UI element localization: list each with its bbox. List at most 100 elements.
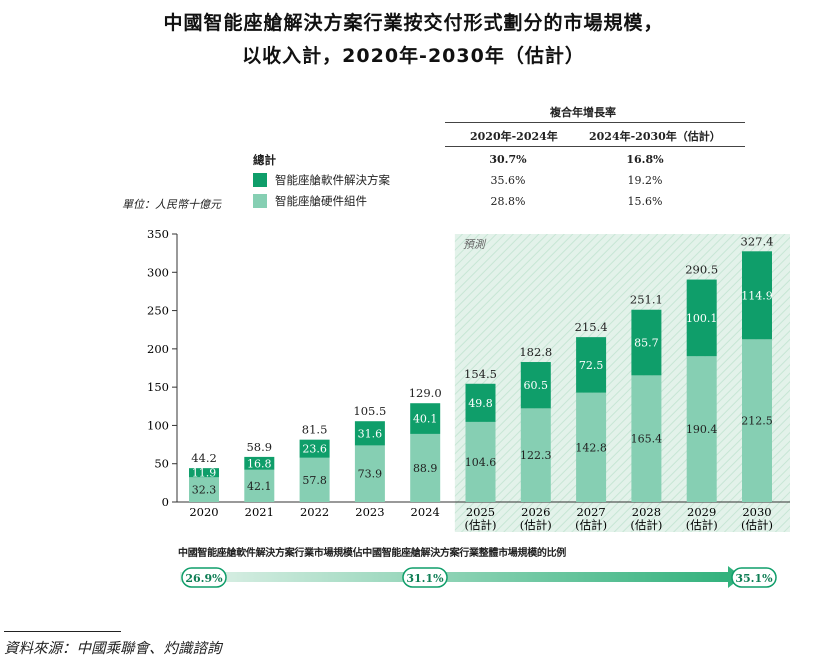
bar-software: [631, 309, 662, 376]
bar-hardware: [520, 408, 551, 502]
label-total-value: 182.8: [519, 345, 552, 359]
chart-title-line2: 以收入計，2020年-2030年（估計）: [242, 45, 585, 67]
bar-hardware: [189, 477, 219, 502]
legend-software-swatch: [253, 173, 267, 187]
x-tick-label: 2028: [632, 505, 661, 519]
label-total-value: 290.5: [685, 263, 718, 277]
share-pill-value: 26.9%: [185, 572, 223, 585]
label-hardware-value: 57.8: [302, 474, 327, 487]
label-software-value: 40.1: [413, 413, 438, 426]
x-tick-label: (估計): [520, 518, 552, 532]
x-tick-label: 2027: [576, 505, 605, 519]
y-tick-label: 250: [147, 304, 169, 318]
cagr-hardware-v2: 15.6%: [627, 195, 663, 208]
y-tick-label: 100: [147, 418, 169, 432]
label-total-value: 251.1: [630, 293, 663, 307]
label-hardware-value: 190.4: [686, 423, 718, 436]
cagr-software-v1: 35.6%: [490, 174, 526, 187]
label-hardware-value: 88.9: [413, 462, 438, 475]
label-hardware-value: 212.5: [741, 415, 773, 428]
label-total-value: 44.2: [191, 451, 217, 465]
label-total-value: 105.5: [353, 404, 386, 418]
label-software-value: 31.6: [358, 427, 383, 440]
share-pill: [731, 567, 777, 588]
label-software-value: 100.1: [686, 312, 718, 325]
label-total-value: 327.4: [741, 234, 774, 248]
bar-software: [686, 279, 717, 357]
x-tick-label: 2025: [466, 505, 495, 519]
bar-hardware: [299, 457, 330, 502]
bar-software: [520, 362, 551, 409]
cagr-rule-bottom: [445, 146, 745, 147]
label-software-value: 114.9: [741, 289, 773, 302]
bar-hardware: [244, 469, 275, 502]
x-tick-label: 2023: [355, 505, 384, 519]
bar-software: [354, 421, 385, 446]
bar-hardware: [686, 356, 717, 502]
legend-software: 智能座艙軟件解決方案: [253, 172, 390, 188]
label-total-value: 81.5: [302, 423, 328, 437]
cagr-rule-top: [445, 122, 745, 123]
legend-total: 總計: [253, 152, 276, 168]
cagr-col2-header: 2024年-2030年（估計）: [589, 130, 721, 143]
bar-hardware: [354, 445, 385, 502]
cagr-total-v2: 16.8%: [626, 153, 664, 166]
x-tick-label: 2029: [687, 505, 716, 519]
cagr-total-v1: 30.7%: [489, 153, 527, 166]
label-software-value: 85.7: [634, 337, 659, 350]
forecast-label: 預測: [463, 238, 487, 251]
x-tick-label: 2030: [742, 505, 771, 519]
x-tick-label: 2020: [189, 505, 218, 519]
y-tick-label: 50: [154, 457, 169, 471]
x-tick-label: 2026: [521, 505, 550, 519]
share-arrow: 26.9% 31.1% 35.1%: [180, 566, 777, 588]
forecast-region: [454, 234, 790, 532]
x-tick-label: (估計): [630, 518, 662, 532]
cagr-col1-header: 2020年-2024年: [470, 130, 558, 143]
label-hardware-value: 142.8: [575, 441, 607, 454]
chart-title-line1: 中國智能座艙解決方案行業按交付形式劃分的市場規模，: [163, 12, 664, 34]
x-tick-label: (估計): [741, 518, 773, 532]
share-pill-value: 35.1%: [735, 572, 773, 585]
x-tick-label: (估計): [575, 518, 607, 532]
cagr-software-v2: 19.2%: [627, 174, 663, 187]
x-tick-label: 2022: [300, 505, 329, 519]
bar-hardware: [631, 375, 662, 502]
label-total-value: 129.0: [409, 386, 442, 400]
bar-software: [410, 403, 441, 434]
bar-hardware: [576, 392, 607, 502]
y-tick-label: 200: [147, 342, 169, 356]
x-tick-label: 2021: [245, 505, 274, 519]
label-hardware-value: 73.9: [358, 468, 383, 481]
label-software-value: 72.5: [579, 359, 604, 372]
share-arrow-shape: [180, 566, 742, 588]
x-tick-label: (估計): [686, 518, 718, 532]
unit-label: 單位：人民幣十億元: [122, 198, 221, 211]
source-rule: [4, 631, 121, 632]
label-total-value: 58.9: [246, 440, 272, 454]
label-software-value: 23.6: [302, 443, 327, 456]
source-note: 資料來源：中國乘聯會、灼識諮詢: [4, 641, 222, 657]
bar-software: [189, 468, 219, 478]
y-tick-label: 300: [147, 265, 169, 279]
cagr-header: 複合年增長率: [550, 106, 616, 119]
label-software-value: 16.8: [247, 457, 272, 470]
share-caption: 中國智能座艙軟件解決方案行業市場規模佔中國智能座艙解決方案行業整體市場規模的比例: [178, 548, 566, 559]
cagr-hardware-v1: 28.8%: [490, 195, 526, 208]
label-total-value: 215.4: [575, 320, 608, 334]
legend-hardware-swatch: [253, 194, 267, 208]
legend-total-label: 總計: [253, 153, 276, 167]
label-software-value: 49.8: [468, 397, 493, 410]
bar-software: [244, 456, 275, 470]
label-hardware-value: 165.4: [631, 433, 663, 446]
share-pill: [181, 567, 227, 588]
share-pill: [402, 567, 448, 588]
label-total-value: 154.5: [464, 367, 497, 381]
label-hardware-value: 122.3: [520, 449, 552, 462]
label-hardware-value: 32.3: [192, 484, 217, 497]
x-tick-label: (估計): [465, 518, 497, 532]
label-hardware-value: 42.1: [247, 480, 272, 493]
y-tick-label: 350: [147, 227, 169, 241]
stacked-bar-chart: 預測 0 50 100 150 200 250 300 350 32.3 11.9 44.2 202…: [147, 227, 790, 532]
legend-hardware: 智能座艙硬件組件: [253, 193, 367, 209]
